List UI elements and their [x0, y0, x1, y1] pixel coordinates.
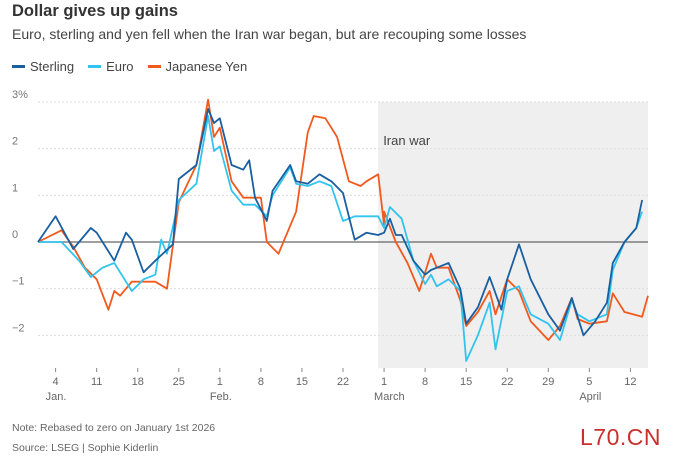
series-line-euro — [38, 115, 643, 362]
x-tick-label: 22 — [501, 376, 513, 388]
y-tick-label: −2 — [12, 322, 25, 334]
x-tick-label: 1 — [381, 376, 387, 388]
x-tick-label: 18 — [132, 376, 144, 388]
iran-war-shading — [378, 102, 648, 368]
watermark: L70.CN — [580, 424, 661, 450]
legend-label-sterling: Sterling — [30, 59, 75, 74]
y-tick-label: 2 — [12, 136, 18, 148]
x-tick-label: 15 — [460, 376, 472, 388]
chart-subtitle: Euro, sterling and yen fell when the Ira… — [12, 26, 527, 42]
chart-title: Dollar gives up gains — [12, 2, 178, 20]
x-tick-label: 8 — [422, 376, 428, 388]
series-line-sterling — [37, 108, 643, 337]
legend-swatch-sterling — [12, 65, 25, 68]
legend-label-yen: Japanese Yen — [165, 59, 248, 74]
legend-label-euro: Euro — [106, 59, 134, 74]
x-tick-label: 12 — [624, 376, 636, 388]
x-tick-label: 29 — [542, 376, 554, 388]
legend: Sterling Euro Japanese Yen — [12, 59, 247, 74]
footnote: Note: Rebased to zero on January 1st 202… — [12, 422, 216, 434]
x-tick-label: 5 — [586, 376, 592, 388]
x-tick-label: 1 — [217, 376, 223, 388]
y-tick-label: −1 — [12, 276, 25, 288]
y-tick-label: 1 — [12, 182, 18, 194]
iran-war-label: Iran war — [383, 133, 431, 148]
x-tick-label: 11 — [91, 376, 102, 388]
x-month-label: Jan. — [46, 391, 67, 403]
legend-item-sterling: Sterling — [12, 59, 74, 74]
x-month-label: Feb. — [210, 391, 232, 403]
x-tick-label: 4 — [53, 376, 59, 388]
x-month-label: April — [579, 391, 601, 403]
legend-swatch-euro — [88, 65, 102, 68]
source-line: Source: LSEG | Sophie Kiderlin — [12, 442, 159, 454]
x-month-label: March — [374, 391, 405, 403]
legend-item-yen: Japanese Yen — [147, 59, 248, 74]
x-tick-label: 25 — [173, 376, 185, 388]
x-tick-label: 22 — [337, 376, 349, 388]
series-line-japanese-yen — [37, 98, 649, 341]
x-tick-label: 8 — [258, 376, 264, 388]
legend-item-euro: Euro — [88, 59, 134, 74]
x-tick-label: 15 — [296, 376, 308, 388]
y-tick-label: 0 — [12, 229, 18, 241]
legend-swatch-yen — [147, 65, 161, 68]
y-tick-label: 3% — [12, 89, 28, 101]
